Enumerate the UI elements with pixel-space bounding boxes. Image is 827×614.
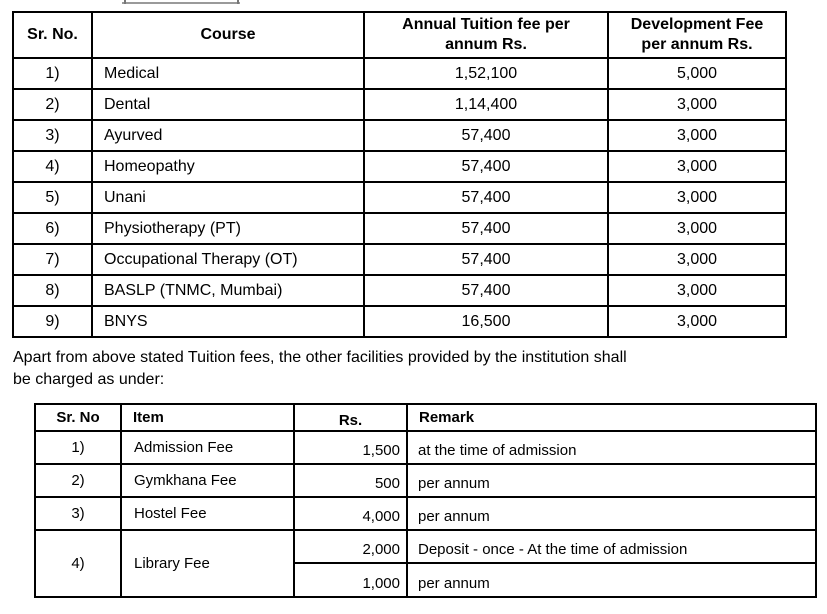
sr-cell: 3) bbox=[12, 119, 93, 152]
sr-cell: 6) bbox=[12, 212, 93, 245]
charges-row: 4) Library Fee 2,000 Deposit - once - At… bbox=[34, 529, 817, 598]
sr-cell: 1) bbox=[34, 430, 122, 465]
course-cell: Ayurved bbox=[91, 119, 365, 152]
development-cell: 3,000 bbox=[607, 88, 787, 121]
course-cell: BNYS bbox=[91, 305, 365, 338]
rs-cell: 500 bbox=[293, 463, 408, 498]
sr-cell: 7) bbox=[12, 243, 93, 276]
course-cell: Homeopathy bbox=[91, 150, 365, 183]
fees-row: 7) Occupational Therapy (OT) 57,400 3,00… bbox=[12, 243, 787, 276]
tuition-cell: 57,400 bbox=[363, 274, 609, 307]
artifact-tick-left bbox=[124, 0, 126, 4]
sr-cell: 4) bbox=[12, 150, 93, 183]
fees-row: 4) Homeopathy 57,400 3,000 bbox=[12, 150, 787, 183]
course-fees-table: Sr. No. Course Annual Tuition fee per an… bbox=[12, 11, 787, 338]
development-cell: 3,000 bbox=[607, 274, 787, 307]
charges-row: 1) Admission Fee 1,500 at the time of ad… bbox=[34, 430, 817, 465]
sr-cell: 2) bbox=[34, 463, 122, 498]
course-cell: Medical bbox=[91, 57, 365, 90]
remark-cell: per annum bbox=[406, 496, 817, 531]
course-cell: Unani bbox=[91, 181, 365, 214]
development-cell: 3,000 bbox=[607, 212, 787, 245]
remark-cell: per annum bbox=[406, 562, 817, 598]
fees-row: 9) BNYS 16,500 3,000 bbox=[12, 305, 787, 338]
fees-row: 3) Ayurved 57,400 3,000 bbox=[12, 119, 787, 152]
course-cell: BASLP (TNMC, Mumbai) bbox=[91, 274, 365, 307]
charges-header-rs: Rs. bbox=[293, 403, 408, 432]
charges-header-item: Item bbox=[120, 403, 295, 432]
course-cell: Physiotherapy (PT) bbox=[91, 212, 365, 245]
tuition-cell: 57,400 bbox=[363, 181, 609, 214]
rs-cell: 2,000 bbox=[293, 529, 408, 564]
fees-header-row: Sr. No. Course Annual Tuition fee per an… bbox=[12, 11, 787, 59]
fees-row: 6) Physiotherapy (PT) 57,400 3,000 bbox=[12, 212, 787, 245]
fees-row: 8) BASLP (TNMC, Mumbai) 57,400 3,000 bbox=[12, 274, 787, 307]
development-cell: 5,000 bbox=[607, 57, 787, 90]
note-paragraph: Apart from above stated Tuition fees, th… bbox=[13, 347, 813, 391]
note-line-2: be charged as under: bbox=[13, 371, 165, 388]
fees-header-tuition: Annual Tuition fee per annum Rs. bbox=[363, 11, 609, 59]
item-cell: Hostel Fee bbox=[120, 496, 295, 531]
charges-sub-row: 1,000 per annum bbox=[35, 562, 817, 598]
development-cell: 3,000 bbox=[607, 305, 787, 338]
item-cell: Admission Fee bbox=[120, 430, 295, 465]
sr-cell: 9) bbox=[12, 305, 93, 338]
remark-cell: at the time of admission bbox=[406, 430, 817, 465]
rs-cell: 1,000 bbox=[293, 562, 408, 598]
development-cell: 3,000 bbox=[607, 181, 787, 214]
rs-cell: 1,500 bbox=[293, 430, 408, 465]
sr-cell: 8) bbox=[12, 274, 93, 307]
development-cell: 3,000 bbox=[607, 243, 787, 276]
other-charges-table: Sr. No Item Rs. Remark 1) Admission Fee … bbox=[34, 403, 817, 598]
fees-row: 2) Dental 1,14,400 3,000 bbox=[12, 88, 787, 121]
artifact-tick-right bbox=[237, 0, 239, 4]
course-cell: Occupational Therapy (OT) bbox=[91, 243, 365, 276]
fees-row: 1) Medical 1,52,100 5,000 bbox=[12, 57, 787, 90]
note-line-1: Apart from above stated Tuition fees, th… bbox=[13, 349, 627, 366]
tuition-cell: 57,400 bbox=[363, 212, 609, 245]
tuition-cell: 57,400 bbox=[363, 243, 609, 276]
sr-cell: 5) bbox=[12, 181, 93, 214]
sr-cell: 1) bbox=[12, 57, 93, 90]
tuition-cell: 1,52,100 bbox=[363, 57, 609, 90]
tuition-cell: 16,500 bbox=[363, 305, 609, 338]
tuition-cell: 1,14,400 bbox=[363, 88, 609, 121]
fees-header-development: Development Fee per annum Rs. bbox=[607, 11, 787, 59]
fees-header-course: Course bbox=[91, 11, 365, 59]
item-cell: Library Fee bbox=[120, 529, 295, 598]
tuition-cell: 57,400 bbox=[363, 119, 609, 152]
item-cell: Gymkhana Fee bbox=[120, 463, 295, 498]
development-cell: 3,000 bbox=[607, 150, 787, 183]
charges-header-row: Sr. No Item Rs. Remark bbox=[34, 403, 817, 432]
sr-cell: 2) bbox=[12, 88, 93, 121]
charges-row: 3) Hostel Fee 4,000 per annum bbox=[34, 496, 817, 531]
fees-row: 5) Unani 57,400 3,000 bbox=[12, 181, 787, 214]
charges-header-sr: Sr. No bbox=[34, 403, 122, 432]
development-cell: 3,000 bbox=[607, 119, 787, 152]
sr-cell: 3) bbox=[34, 496, 122, 531]
charges-header-remark: Remark bbox=[406, 403, 817, 432]
cropped-content-artifact bbox=[122, 0, 240, 4]
fees-header-sr: Sr. No. bbox=[12, 11, 93, 59]
remark-cell: Deposit - once - At the time of admissio… bbox=[406, 529, 817, 564]
sr-cell: 4) bbox=[34, 529, 122, 598]
remark-cell: per annum bbox=[406, 463, 817, 498]
charges-row: 2) Gymkhana Fee 500 per annum bbox=[34, 463, 817, 498]
rs-cell: 4,000 bbox=[293, 496, 408, 531]
course-cell: Dental bbox=[91, 88, 365, 121]
tuition-cell: 57,400 bbox=[363, 150, 609, 183]
